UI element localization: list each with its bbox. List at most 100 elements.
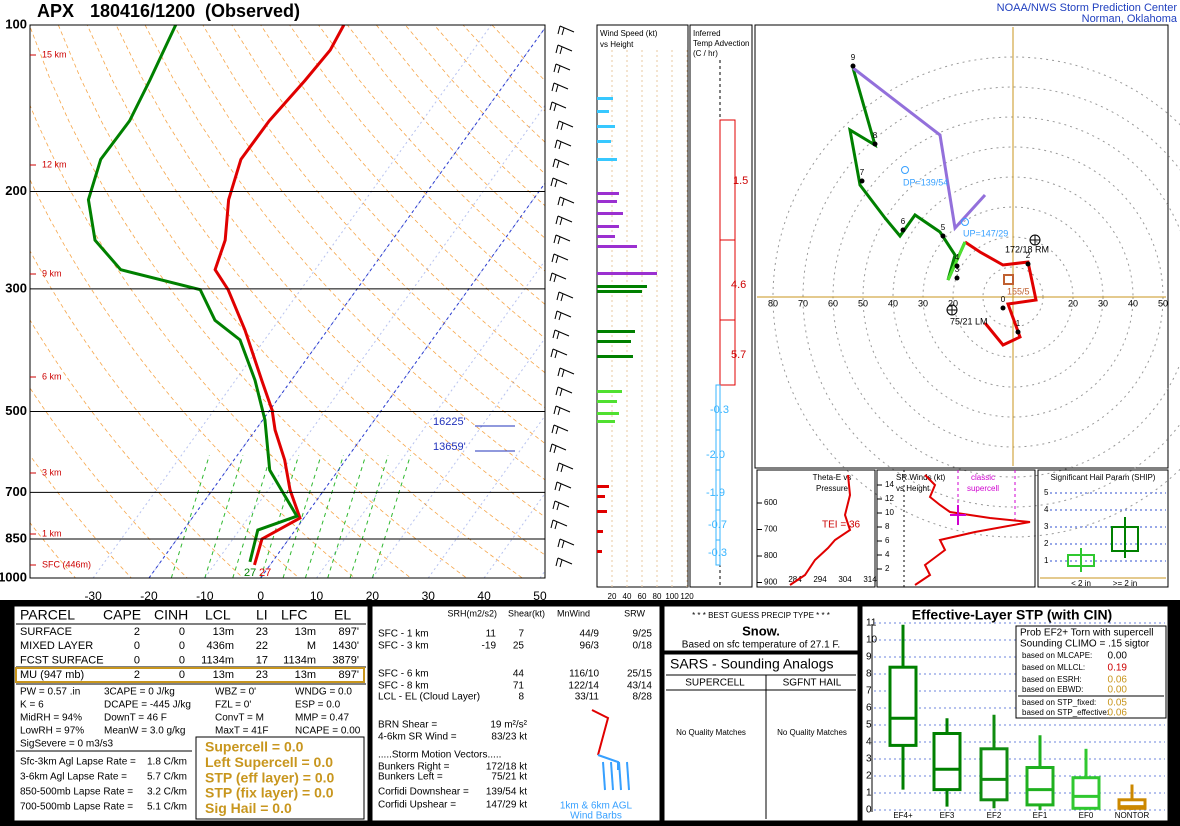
advection-value: -0.3 (708, 547, 727, 559)
y-tick-label: 14 (885, 480, 894, 489)
height-label: SFC (446m) (42, 559, 91, 569)
dry-adiabat (30, 454, 132, 578)
barb-flag (561, 27, 565, 36)
barb-flag (553, 405, 557, 415)
parcel-cell: 436m (206, 640, 234, 652)
barb-flag (550, 348, 554, 358)
height-label: 9 km (42, 268, 62, 278)
barb-flag (558, 141, 562, 150)
y-tick-label: 0 (866, 805, 872, 816)
barb-flag (553, 274, 557, 283)
index: Left Supercell = 0.0 (205, 754, 333, 770)
parameter: NCAPE = 0.00 (295, 726, 361, 737)
dry-adiabat (144, 25, 545, 481)
panel-title: Theta-E vs (813, 473, 852, 482)
box (979, 747, 1009, 802)
hodograph-frame (754, 24, 1169, 469)
barb-flag (554, 481, 558, 491)
x-tick-label: >= 2 in (1113, 579, 1137, 588)
y-tick-label: 300 (5, 280, 27, 295)
x-tick-label: -20 (140, 589, 158, 603)
y-tick-label: 600 (764, 498, 778, 507)
status: (Observed) (205, 1, 300, 21)
column-header: LFC (281, 607, 307, 623)
prob-title: Prob EF2+ Torn with supercell (1020, 628, 1154, 639)
sars-panel (663, 653, 859, 822)
index: STP (fix layer) = 0.0 (205, 785, 334, 801)
skewt-frame (29, 24, 546, 579)
barb-flag (559, 388, 563, 397)
y-tick-label: 5 (866, 720, 872, 731)
x-tick-label: -10 (196, 589, 214, 603)
dry-adiabat (115, 25, 545, 518)
mini-barb (626, 761, 630, 791)
precip-basis: Based on sfc temperature of 27.1 F. (682, 640, 840, 651)
y-tick-label: 3 (866, 754, 872, 765)
barb-staff (559, 538, 575, 546)
barb-staff (552, 177, 568, 185)
parcel-cell: 0 (179, 640, 185, 652)
hodo-label: UP=147/29 (963, 228, 1008, 238)
barb-flag (557, 25, 561, 35)
kinematic-value: -19 (482, 641, 497, 652)
barb-staff (556, 310, 572, 318)
lapse-value: 5.1 C/km (147, 802, 187, 813)
y-tick-label: 1 (866, 788, 872, 799)
layer-label: SFC - 8 km (378, 681, 429, 692)
layer-label: SFC - 1 km (378, 629, 429, 640)
parameter: PW = 0.57 .in (20, 687, 80, 698)
parameter: FZL = 0' (215, 700, 251, 711)
column-header: SRW (624, 608, 645, 618)
hodo-trace (964, 240, 1038, 347)
speed-bar (597, 192, 619, 195)
height-dot (1025, 261, 1031, 267)
barb-staff (557, 215, 573, 223)
height-label: 0 (1001, 295, 1006, 304)
isotherm (92, 25, 492, 578)
speed-bar (597, 340, 631, 343)
barb-staff (559, 367, 575, 375)
x-tick-label: 30 (422, 589, 436, 603)
height-label: 2 (1026, 251, 1031, 260)
column-header: SUPERCELL (685, 678, 745, 689)
sars-result: No Quality Matches (676, 728, 746, 737)
x-tick-label: 40 (888, 298, 898, 308)
hodo-label: DP=139/54 (903, 177, 948, 187)
barb-flag (551, 424, 555, 434)
speed-bar (597, 272, 657, 275)
prob-value: 0.06 (1108, 708, 1128, 719)
dry-adiabat (30, 522, 77, 578)
advection-value: 4.6 (731, 279, 746, 291)
prob-value: 0.00 (1108, 685, 1128, 696)
barb-flag (555, 255, 559, 264)
x-tick-label: 120 (680, 592, 694, 601)
height-dot (1015, 329, 1021, 335)
barb-flag (558, 312, 562, 321)
y-tick-label: 1 (1044, 556, 1049, 565)
parcel-cell: 0 (134, 655, 140, 667)
barb-flag (549, 272, 553, 282)
parcel-cell: 17 (256, 655, 268, 667)
mini-barb (602, 761, 606, 791)
prob-label: based on STP_effective: (1022, 708, 1109, 717)
motion-value: 139/54 kt (486, 787, 527, 798)
parcel-cell: SURFACE (20, 626, 72, 638)
parameter: ConvT = M (215, 713, 264, 724)
height-label: 1 km (42, 528, 62, 538)
place: Norman, Oklahoma (1082, 13, 1178, 25)
time: 180416/1200 (90, 1, 195, 21)
parcel-cell: 1134m (201, 655, 234, 667)
motion-marker (961, 218, 969, 226)
height-label: 3 (955, 265, 960, 274)
height-label: 15 km (42, 49, 67, 59)
x-tick-label: 314 (863, 575, 877, 584)
lapse-label: 700-500mb Lapse Rate = (20, 802, 133, 813)
x-tick-label: 294 (813, 575, 827, 584)
parcel-cell: 2 (134, 626, 140, 638)
mini-hodo (591, 709, 610, 756)
motion-label: Corfidi Downshear = (378, 787, 469, 798)
barb-flag (557, 407, 561, 416)
y-tick-label: 200 (5, 183, 27, 198)
column-header: CAPE (103, 607, 141, 623)
prob-value: 0.00 (1108, 651, 1128, 662)
